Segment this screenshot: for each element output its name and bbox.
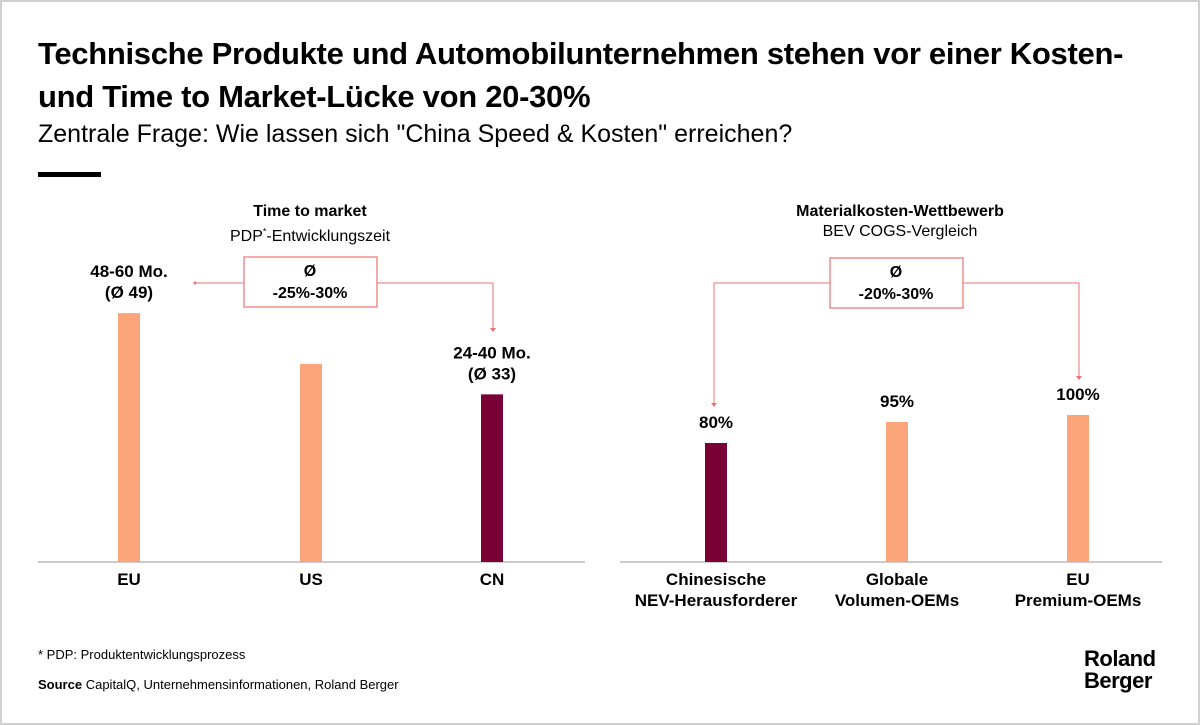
data-label: 80%: [699, 413, 733, 432]
left-panel-title: Time to market PDP*-Entwicklungszeit: [160, 202, 460, 247]
annotation-line: [713, 282, 830, 404]
bar-1: [886, 422, 908, 562]
annotation-box: [829, 257, 964, 309]
right-panel-title: Materialkosten-Wettbewerb BEV COGS-Vergl…: [740, 202, 1060, 242]
annotation-symbol: Ø: [890, 264, 902, 281]
arrow-head: [193, 281, 197, 285]
data-label: (Ø 33): [468, 364, 516, 383]
roland-berger-logo: Roland Berger: [1084, 646, 1156, 693]
arrow-head: [1076, 376, 1082, 380]
annotation-line: [377, 282, 494, 329]
bar-1: [300, 363, 322, 562]
page-subtitle: Zentrale Frage: Wie lassen sich "China S…: [38, 120, 793, 148]
bar-0: [705, 443, 727, 562]
left-chart-title: Time to market: [253, 203, 367, 220]
arrow-head: [490, 328, 496, 332]
annotation-symbol: Ø: [304, 263, 316, 280]
data-label: 24-40 Mo.: [453, 343, 530, 362]
data-label: 100%: [1056, 385, 1099, 404]
category-label: NEV-Herausforderer: [635, 591, 798, 610]
category-label: EU: [117, 570, 141, 589]
data-label: 48-60 Mo.: [90, 262, 167, 281]
bar-2: [1067, 415, 1089, 562]
title-rule: [38, 172, 101, 177]
category-label: EU: [1066, 570, 1090, 589]
category-label: Volumen-OEMs: [835, 591, 959, 610]
category-label: Premium-OEMs: [1015, 591, 1142, 610]
right-chart-subtitle: BEV COGS-Vergleich: [822, 223, 978, 240]
annotation-line: [963, 282, 1080, 377]
left-chart-subtitle: PDP*-Entwicklungszeit: [229, 227, 391, 246]
annotation-text: -25%-30%: [273, 285, 348, 302]
category-label: CN: [480, 570, 505, 589]
category-label: US: [299, 570, 323, 589]
annotation-box: [243, 256, 378, 308]
annotation-text: -20%-30%: [859, 286, 934, 303]
right-chart-title: Materialkosten-Wettbewerb: [796, 203, 1004, 220]
data-label: (Ø 49): [105, 283, 153, 302]
page-title: Technische Produkte und Automobilunterne…: [38, 36, 1124, 114]
source-line: Source CapitalQ, Unternehmensinformation…: [38, 677, 399, 692]
category-label: Chinesische: [666, 570, 766, 589]
bar-0: [118, 313, 140, 562]
footnote: * PDP: Produktentwicklungsprozess: [38, 647, 246, 662]
data-label: 95%: [880, 392, 914, 411]
bar-2: [481, 394, 503, 562]
arrow-head: [711, 403, 717, 407]
category-label: Globale: [866, 570, 928, 589]
